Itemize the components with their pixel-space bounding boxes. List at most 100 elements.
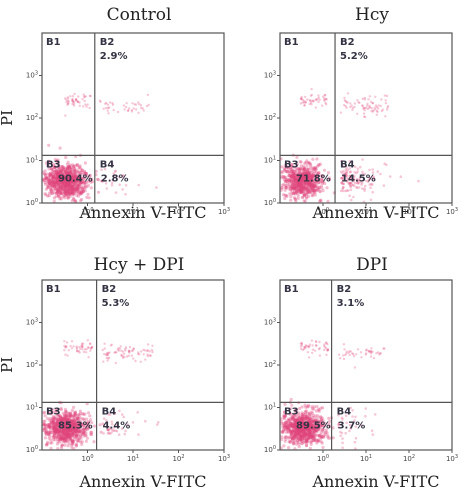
event-point [89, 349, 92, 352]
event-point [56, 182, 61, 187]
event-point [308, 170, 312, 174]
event-point [47, 178, 51, 183]
event-point [55, 191, 60, 195]
event-point [102, 360, 105, 363]
event-point [46, 185, 51, 189]
event-point [70, 347, 74, 350]
event-point [307, 189, 311, 193]
event-point [62, 178, 66, 182]
event-point [341, 187, 345, 191]
event-point [376, 170, 380, 173]
event-point [53, 165, 57, 169]
event-point [355, 185, 358, 189]
event-point [125, 102, 128, 105]
event-point [302, 164, 306, 168]
event-point [308, 180, 313, 184]
event-point [310, 194, 314, 198]
event-point [303, 176, 308, 180]
event-point [105, 106, 108, 110]
event-point [346, 101, 349, 104]
event-point [306, 167, 311, 172]
event-point [306, 161, 310, 165]
event-point [55, 159, 59, 163]
event-point [61, 174, 65, 178]
event-point [62, 177, 66, 182]
event-point [60, 175, 64, 179]
event-point [56, 185, 60, 189]
event-point [131, 102, 134, 105]
event-point [76, 184, 80, 188]
event-point [376, 110, 379, 114]
event-point [56, 170, 61, 174]
event-point [72, 189, 77, 193]
quadrant-label-b2: B2 [100, 37, 115, 48]
event-point [53, 184, 58, 188]
event-point [292, 180, 296, 184]
event-point [83, 161, 87, 165]
event-point [387, 105, 390, 108]
event-point [72, 345, 75, 348]
event-point [385, 163, 388, 167]
event-point [69, 187, 73, 191]
event-point [79, 167, 83, 171]
event-point [78, 101, 81, 104]
event-point [80, 191, 84, 195]
event-point [312, 182, 316, 186]
event-point [66, 196, 70, 200]
event-point [137, 351, 140, 354]
event-point [79, 176, 84, 180]
event-point [301, 178, 305, 182]
event-point [299, 164, 303, 168]
event-point [68, 176, 72, 180]
event-point [352, 184, 356, 188]
event-point [399, 175, 403, 178]
event-point [65, 166, 69, 170]
event-point [66, 444, 70, 448]
event-point [79, 190, 83, 195]
event-point [75, 187, 79, 191]
event-point [69, 188, 73, 192]
event-point [63, 190, 67, 194]
event-point [56, 165, 61, 169]
event-point [49, 173, 53, 177]
event-point [100, 179, 104, 183]
event-point [84, 171, 88, 176]
event-point [58, 173, 62, 177]
event-point [305, 176, 309, 180]
event-point [58, 177, 62, 181]
event-point [289, 163, 294, 167]
event-point [70, 186, 74, 190]
event-point [301, 195, 305, 199]
event-point [51, 435, 55, 439]
event-point [296, 196, 300, 200]
event-point [60, 174, 64, 178]
event-point [58, 191, 63, 195]
x-tick-label: 101 [360, 454, 372, 463]
event-point [311, 178, 315, 182]
event-point [311, 188, 315, 192]
event-point [298, 171, 302, 175]
event-point [61, 176, 65, 180]
event-point [77, 183, 81, 187]
event-point [300, 178, 304, 182]
event-point [72, 168, 76, 172]
event-point [302, 184, 306, 188]
event-point [53, 172, 58, 176]
event-point [299, 190, 303, 194]
event-point [314, 343, 318, 347]
event-point [71, 99, 74, 102]
x-axis-label: Annexin V-FITC [312, 203, 440, 222]
event-point [55, 190, 59, 194]
event-point [301, 169, 305, 173]
event-point [314, 189, 319, 193]
event-point [157, 421, 160, 424]
event-point [73, 187, 77, 191]
event-point [312, 438, 316, 442]
event-point [121, 355, 125, 358]
event-point [344, 353, 347, 357]
event-point [55, 170, 59, 174]
event-point [280, 183, 285, 187]
event-point [55, 186, 59, 190]
event-point [49, 184, 54, 188]
event-point [298, 175, 302, 179]
